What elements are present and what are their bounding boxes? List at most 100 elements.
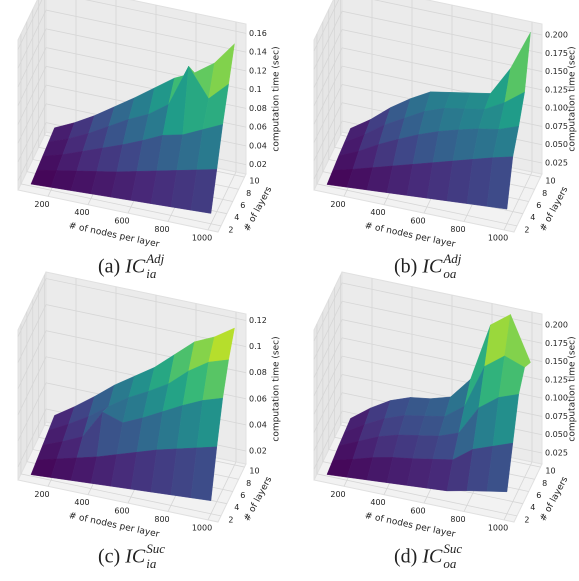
x-tick-label: 200 bbox=[330, 200, 345, 209]
y-tick-label: 2 bbox=[524, 515, 529, 524]
grid-line bbox=[313, 0, 543, 52]
grid-line bbox=[20, 323, 222, 517]
x-tick-label: 800 bbox=[450, 515, 465, 524]
z-axis-label: computation time (sec) bbox=[272, 336, 282, 441]
y-tick-label: 10 bbox=[545, 177, 555, 186]
surface-patch bbox=[486, 442, 514, 493]
grid-line bbox=[313, 10, 543, 70]
x-tick-label: 400 bbox=[370, 208, 385, 217]
y-tick-label: 10 bbox=[545, 467, 555, 476]
caption-base: IC bbox=[421, 546, 443, 568]
x-tick-label: 1000 bbox=[488, 523, 508, 532]
x-tick-label: 1000 bbox=[192, 523, 212, 532]
x-tick-label: 1000 bbox=[488, 233, 508, 242]
grid-line bbox=[313, 282, 543, 342]
z-tick-label: 0.1 bbox=[249, 85, 262, 94]
caption-sub: ia bbox=[146, 556, 157, 571]
y-tick-label: 8 bbox=[246, 189, 251, 198]
grid-line bbox=[313, 300, 543, 360]
grid-line bbox=[17, 278, 247, 337]
z-tick-label: 0.200 bbox=[545, 320, 568, 329]
z-tick-label: 0.100 bbox=[545, 104, 568, 113]
y-tick-label: 4 bbox=[530, 213, 535, 222]
x-tick-label: 200 bbox=[34, 200, 49, 209]
z-tick-label: 0.100 bbox=[545, 394, 568, 403]
x-tick-label: 600 bbox=[410, 217, 425, 226]
z-tick-label: 0.02 bbox=[249, 446, 267, 455]
z-tick-label: 0.12 bbox=[249, 316, 267, 325]
y-tick-label: 2 bbox=[228, 515, 233, 524]
z-tick-label: 0.125 bbox=[545, 85, 568, 94]
caption-label: (b) bbox=[394, 256, 417, 278]
z-tick-label: 0.075 bbox=[545, 412, 568, 421]
grid-line bbox=[316, 33, 518, 227]
caption-label: (d) bbox=[394, 546, 417, 568]
caption-sub: ia bbox=[146, 266, 157, 281]
y-tick-label: 8 bbox=[542, 479, 547, 488]
y-tick-label: 6 bbox=[536, 491, 541, 500]
z-tick-label: 0.175 bbox=[545, 339, 568, 348]
z-tick-label: 0.150 bbox=[545, 67, 568, 76]
z-tick-label: 0.04 bbox=[249, 420, 267, 429]
grid-line bbox=[17, 47, 247, 106]
y-tick-label: 10 bbox=[249, 177, 259, 186]
z-tick-label: 0.12 bbox=[249, 66, 267, 75]
z-tick-label: 0.16 bbox=[249, 29, 267, 38]
caption-sup: Suc bbox=[146, 541, 165, 556]
x-tick-label: 800 bbox=[154, 225, 169, 234]
x-tick-label: 400 bbox=[74, 208, 89, 217]
grid-line bbox=[313, 29, 543, 88]
y-tick-label: 10 bbox=[249, 467, 259, 476]
caption-label: (a) bbox=[98, 256, 120, 278]
y-tick-label: 8 bbox=[542, 189, 547, 198]
z-tick-label: 0.075 bbox=[545, 122, 568, 131]
surface-patch bbox=[190, 446, 218, 501]
y-tick-label: 4 bbox=[234, 213, 239, 222]
grid-line bbox=[17, 28, 247, 88]
z-tick-label: 0.04 bbox=[249, 141, 267, 150]
z-axis-label: computation time (sec) bbox=[568, 336, 578, 441]
grid-line bbox=[316, 323, 518, 517]
caption-label: (c) bbox=[98, 546, 120, 568]
y-tick-label: 6 bbox=[240, 201, 245, 210]
z-tick-label: 0.025 bbox=[545, 159, 568, 168]
grid-line bbox=[17, 9, 247, 69]
surface-patch bbox=[190, 169, 218, 214]
y-tick-label: 4 bbox=[530, 503, 535, 512]
z-tick-label: 0.175 bbox=[545, 49, 568, 58]
x-tick-label: 200 bbox=[34, 490, 49, 499]
y-tick-label: 6 bbox=[536, 201, 541, 210]
surface-patch bbox=[486, 156, 514, 210]
x-tick-label: 600 bbox=[114, 507, 129, 516]
x-tick-label: 1000 bbox=[192, 233, 212, 242]
y-tick-label: 6 bbox=[240, 491, 245, 500]
x-tick-label: 400 bbox=[370, 498, 385, 507]
y-tick-label: 2 bbox=[228, 225, 233, 234]
caption-sup: Suc bbox=[443, 541, 462, 556]
z-tick-label: 0.050 bbox=[545, 430, 568, 439]
x-tick-label: 400 bbox=[74, 498, 89, 507]
grid-line bbox=[207, 21, 237, 231]
caption-base: IC bbox=[421, 256, 443, 278]
grid-line bbox=[503, 21, 533, 231]
z-tick-label: 0.200 bbox=[545, 30, 568, 39]
z-tick-label: 0.08 bbox=[249, 368, 267, 377]
z-tick-label: 0.08 bbox=[249, 104, 267, 113]
z-tick-label: 0.050 bbox=[545, 140, 568, 149]
z-tick-label: 0.02 bbox=[249, 160, 267, 169]
grid-line bbox=[20, 33, 222, 227]
x-tick-label: 800 bbox=[450, 225, 465, 234]
z-tick-label: 0.1 bbox=[249, 342, 262, 351]
x-tick-label: 600 bbox=[114, 217, 129, 226]
z-tick-label: 0.125 bbox=[545, 375, 568, 384]
z-tick-label: 0.150 bbox=[545, 357, 568, 366]
caption-sub: oa bbox=[443, 266, 457, 281]
grid-line bbox=[17, 0, 247, 50]
x-tick-label: 600 bbox=[410, 507, 425, 516]
grid-line bbox=[17, 304, 247, 363]
z-tick-label: 0.025 bbox=[545, 449, 568, 458]
grid-line bbox=[207, 311, 237, 521]
y-tick-label: 8 bbox=[246, 479, 251, 488]
grid-line bbox=[313, 319, 543, 378]
grid-line bbox=[313, 47, 543, 107]
